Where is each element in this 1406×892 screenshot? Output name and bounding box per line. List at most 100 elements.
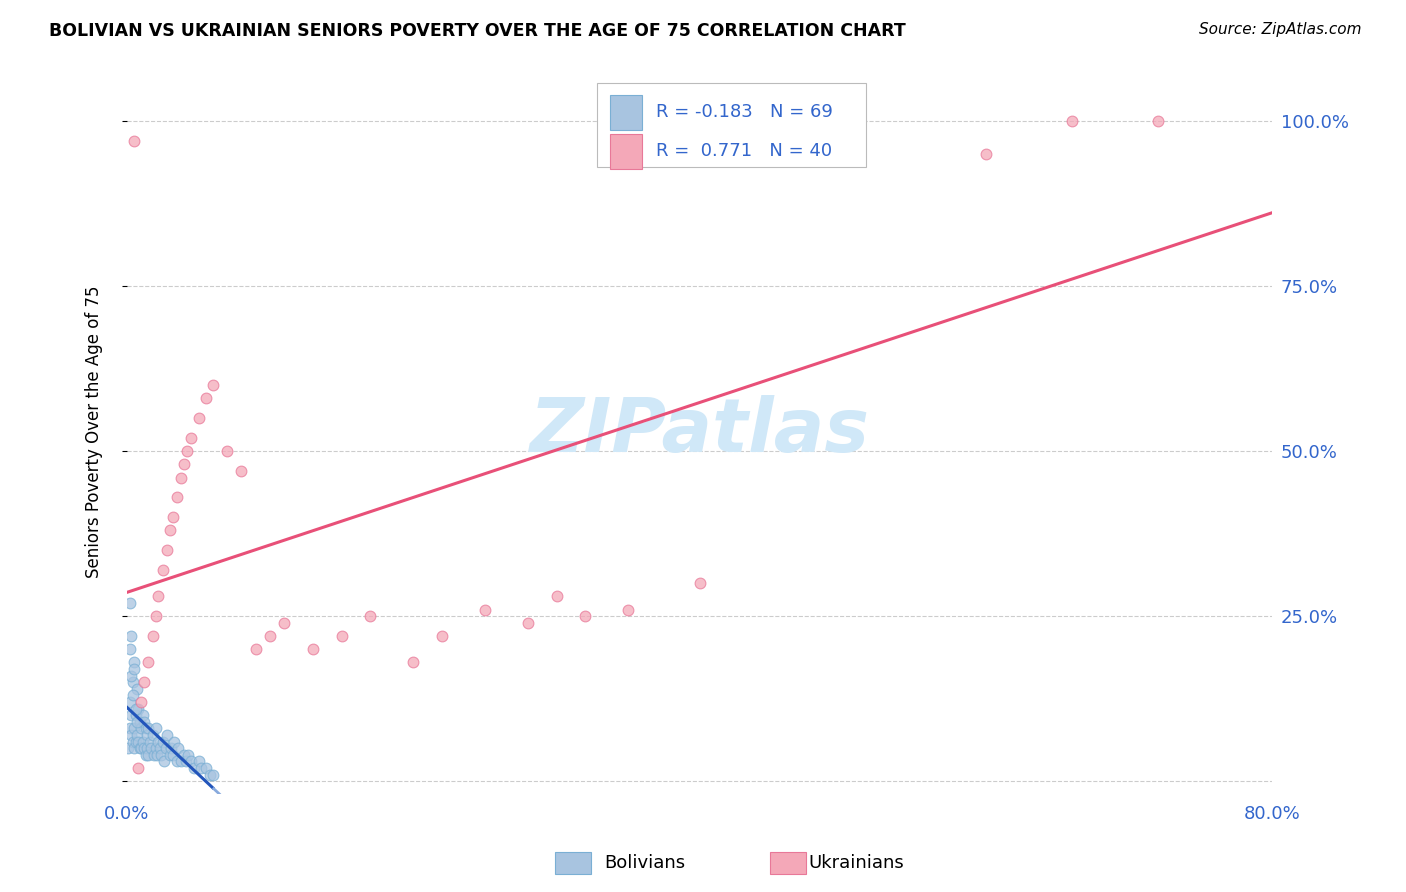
Point	[131, 734, 153, 748]
Point	[138, 747, 160, 762]
Point	[574, 609, 596, 624]
Point	[176, 444, 198, 458]
Point	[149, 741, 172, 756]
Point	[145, 741, 167, 756]
Text: Ukrainians: Ukrainians	[808, 855, 904, 872]
Point	[120, 668, 142, 682]
Point	[156, 543, 179, 558]
Point	[136, 728, 159, 742]
Point	[1060, 114, 1083, 128]
Point	[152, 563, 174, 577]
Point	[974, 147, 997, 161]
Text: Bolivians: Bolivians	[605, 855, 686, 872]
Point	[177, 747, 200, 762]
Point	[135, 722, 157, 736]
Point	[831, 134, 853, 148]
Point	[120, 728, 142, 742]
Point	[120, 708, 142, 723]
Point	[135, 747, 157, 762]
Point	[163, 734, 186, 748]
FancyBboxPatch shape	[610, 134, 643, 169]
Point	[127, 761, 149, 775]
Point	[159, 524, 181, 538]
Point	[145, 609, 167, 624]
Point	[474, 602, 496, 616]
Point	[124, 708, 146, 723]
Point	[122, 662, 145, 676]
Point	[166, 755, 188, 769]
Point	[121, 734, 143, 748]
Point	[118, 596, 141, 610]
Point	[127, 734, 149, 748]
Point	[129, 695, 152, 709]
Point	[124, 701, 146, 715]
Point	[1147, 114, 1170, 128]
FancyBboxPatch shape	[610, 95, 643, 129]
Point	[125, 728, 148, 742]
Point	[155, 741, 177, 756]
Point	[153, 755, 176, 769]
Point	[141, 741, 163, 756]
Point	[138, 656, 160, 670]
Point	[120, 629, 142, 643]
Point	[245, 642, 267, 657]
Point	[138, 722, 160, 736]
Point	[516, 615, 538, 630]
Point	[180, 431, 202, 445]
Point	[129, 741, 152, 756]
Y-axis label: Seniors Poverty Over the Age of 75: Seniors Poverty Over the Age of 75	[86, 285, 103, 578]
Point	[201, 378, 224, 392]
Text: R = -0.183   N = 69: R = -0.183 N = 69	[657, 103, 832, 121]
Point	[118, 722, 141, 736]
Point	[617, 602, 640, 616]
Point	[148, 590, 170, 604]
Point	[142, 629, 165, 643]
Point	[170, 470, 193, 484]
Point	[273, 615, 295, 630]
Point	[173, 747, 195, 762]
Point	[231, 464, 253, 478]
Point	[201, 767, 224, 781]
Point	[150, 747, 173, 762]
Point	[156, 728, 179, 742]
Point	[152, 734, 174, 748]
Point	[170, 755, 193, 769]
Point	[125, 714, 148, 729]
Point	[190, 761, 212, 775]
Point	[139, 734, 162, 748]
Point	[122, 741, 145, 756]
Point	[131, 708, 153, 723]
Point	[132, 675, 155, 690]
Point	[128, 741, 150, 756]
Point	[117, 741, 139, 756]
Point	[187, 411, 209, 425]
Text: Source: ZipAtlas.com: Source: ZipAtlas.com	[1198, 22, 1361, 37]
Point	[142, 728, 165, 742]
Point	[194, 761, 217, 775]
Point	[359, 609, 381, 624]
Point	[162, 747, 184, 762]
Point	[166, 491, 188, 505]
Text: BOLIVIAN VS UKRAINIAN SENIORS POVERTY OVER THE AGE OF 75 CORRELATION CHART: BOLIVIAN VS UKRAINIAN SENIORS POVERTY OV…	[49, 22, 905, 40]
Point	[128, 714, 150, 729]
Point	[302, 642, 325, 657]
Point	[430, 629, 453, 643]
Point	[159, 747, 181, 762]
Point	[121, 689, 143, 703]
Point	[143, 747, 166, 762]
Point	[122, 656, 145, 670]
Point	[136, 741, 159, 756]
Point	[183, 761, 205, 775]
Point	[402, 656, 425, 670]
Point	[148, 734, 170, 748]
Point	[194, 392, 217, 406]
Point	[162, 510, 184, 524]
Point	[121, 675, 143, 690]
Point	[174, 755, 197, 769]
Point	[146, 747, 169, 762]
Point	[173, 458, 195, 472]
Point	[330, 629, 353, 643]
Point	[145, 722, 167, 736]
Point	[122, 134, 145, 148]
Point	[259, 629, 281, 643]
